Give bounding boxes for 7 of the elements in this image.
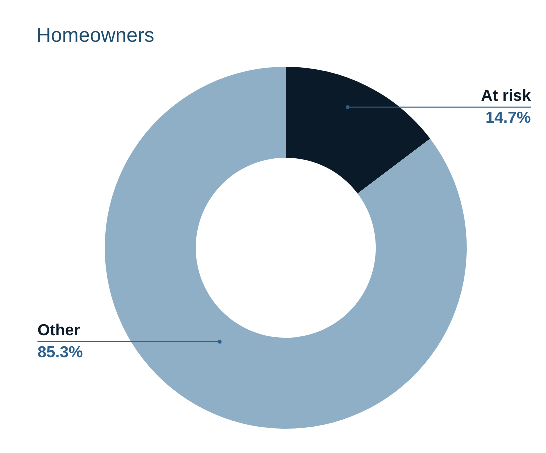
slice-label: Other [38, 322, 80, 340]
data-label: 85.3% [38, 344, 84, 362]
data-label: 14.7% [486, 110, 532, 128]
chart-title: Homeowners [36, 25, 155, 48]
donut-slice [105, 67, 467, 429]
slice-label: At risk [481, 88, 532, 105]
donut-slice [286, 67, 430, 194]
